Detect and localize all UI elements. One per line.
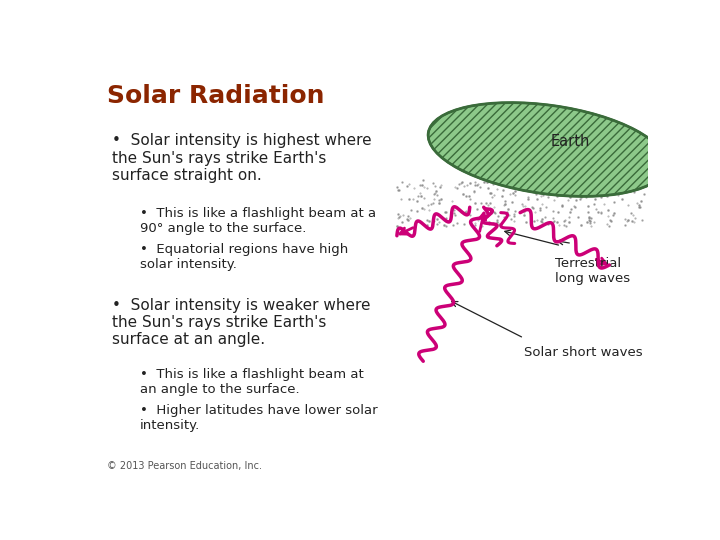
Ellipse shape <box>428 103 667 197</box>
Text: •  This is like a flashlight beam at a
90° angle to the surface.: • This is like a flashlight beam at a 90… <box>140 207 377 235</box>
Text: Terrestrial
long waves: Terrestrial long waves <box>555 257 630 285</box>
Text: Earth: Earth <box>551 134 590 149</box>
Text: •  This is like a flashlight beam at
an angle to the surface.: • This is like a flashlight beam at an a… <box>140 368 364 396</box>
Text: •  Solar intensity is highest where
the Sun's rays strike Earth's
surface straig: • Solar intensity is highest where the S… <box>112 133 372 183</box>
Text: Solar Radiation: Solar Radiation <box>107 84 324 107</box>
Text: •  Equatorial regions have high
solar intensity.: • Equatorial regions have high solar int… <box>140 243 348 271</box>
Text: Solar short waves: Solar short waves <box>524 346 643 359</box>
Text: •  Higher latitudes have lower solar
intensity.: • Higher latitudes have lower solar inte… <box>140 404 378 431</box>
Text: •  Solar intensity is weaker where
the Sun's rays strike Earth's
surface at an a: • Solar intensity is weaker where the Su… <box>112 298 371 347</box>
Text: © 2013 Pearson Education, Inc.: © 2013 Pearson Education, Inc. <box>107 462 262 471</box>
